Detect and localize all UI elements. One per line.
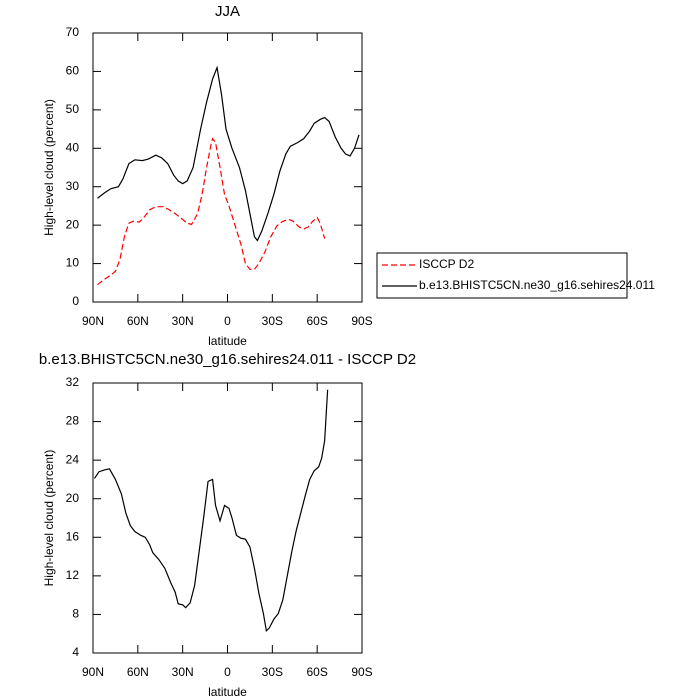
series-line bbox=[97, 137, 326, 286]
y-tick-label: 50 bbox=[66, 102, 80, 116]
y-tick-label: 0 bbox=[72, 294, 79, 308]
x-tick-label: 30N bbox=[172, 665, 194, 679]
x-tick-label: 60S bbox=[306, 665, 327, 679]
x-axis-label: latitude bbox=[208, 685, 247, 699]
x-axis-label: latitude bbox=[208, 334, 247, 348]
chart-title: JJA bbox=[215, 3, 240, 20]
y-tick-label: 40 bbox=[66, 140, 80, 154]
x-tick-label: 60N bbox=[127, 665, 149, 679]
x-tick-label: 30S bbox=[262, 314, 283, 328]
x-tick-label: 90N bbox=[82, 314, 104, 328]
y-tick-label: 30 bbox=[66, 179, 80, 193]
x-tick-label: 60N bbox=[127, 314, 149, 328]
x-tick-label: 0 bbox=[224, 665, 231, 679]
x-tick-label: 30N bbox=[172, 314, 194, 328]
y-tick-label: 28 bbox=[66, 414, 80, 428]
x-tick-label: 60S bbox=[306, 314, 327, 328]
chart-title: b.e13.BHISTC5CN.ne30_g16.sehires24.011 -… bbox=[39, 351, 416, 368]
y-tick-label: 10 bbox=[66, 256, 80, 270]
y-tick-label: 8 bbox=[72, 607, 79, 621]
plot-frame bbox=[92, 32, 363, 303]
y-axis-label: High-level cloud (percent) bbox=[42, 450, 56, 587]
x-tick-label: 30S bbox=[262, 665, 283, 679]
plot-frame bbox=[92, 382, 363, 654]
y-tick-label: 4 bbox=[72, 645, 79, 659]
y-tick-label: 12 bbox=[66, 568, 80, 582]
y-tick-label: 24 bbox=[66, 452, 80, 466]
legend-label: ISCCP D2 bbox=[419, 257, 474, 271]
legend-box bbox=[376, 252, 628, 299]
legend-label: b.e13.BHISTC5CN.ne30_g16.sehires24.011 bbox=[419, 278, 655, 292]
x-tick-label: 90S bbox=[351, 314, 372, 328]
x-tick-label: 90N bbox=[82, 665, 104, 679]
y-tick-label: 20 bbox=[66, 491, 80, 505]
x-tick-label: 0 bbox=[224, 314, 231, 328]
y-tick-label: 32 bbox=[66, 375, 80, 389]
x-tick-label: 90S bbox=[351, 665, 372, 679]
series-line bbox=[97, 65, 360, 242]
y-tick-label: 16 bbox=[66, 529, 80, 543]
y-tick-label: 70 bbox=[66, 25, 80, 39]
data-line bbox=[93, 389, 329, 633]
y-tick-label: 20 bbox=[66, 217, 80, 231]
y-tick-label: 60 bbox=[66, 64, 80, 78]
y-axis-label: High-level cloud (percent) bbox=[42, 99, 56, 236]
